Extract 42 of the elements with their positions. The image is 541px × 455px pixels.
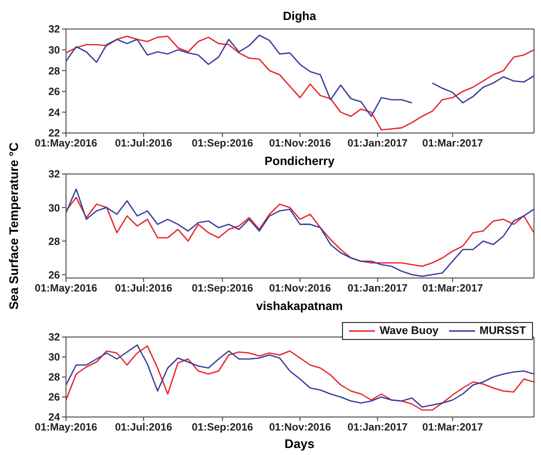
x-tick-label: 01:Jan:2017 — [348, 282, 408, 294]
y-tick-label: 32 — [48, 332, 60, 344]
y-tick-label: 30 — [48, 44, 60, 57]
y-tick-label: 28 — [48, 236, 60, 248]
y-tick-label: 26 — [48, 86, 60, 98]
x-tick-label: 01:Sep:2016 — [192, 137, 254, 150]
x-tick-label: 01:Jul:2016 — [114, 421, 172, 434]
chart-title: Pondicherry — [264, 154, 335, 168]
x-tick-label: 01:Nov:2016 — [269, 137, 332, 150]
x-tick-label: 01:May:2016 — [34, 137, 98, 150]
y-tick-label: 22 — [48, 128, 60, 140]
x-tick-label: 01:Nov:2016 — [269, 421, 332, 434]
x-tick-label: 01:Sep:2016 — [192, 282, 254, 294]
y-tick-label: 32 — [48, 168, 60, 181]
chart-title: Digha — [282, 8, 318, 24]
x-tick-label: 01:Mar:2017 — [422, 137, 484, 150]
y-tick-label: 30 — [48, 202, 60, 214]
x-tick-label: 01:Mar:2017 — [422, 421, 484, 434]
x-tick-label: 01:Jul:2016 — [114, 282, 172, 294]
y-tick-label: 24 — [48, 412, 60, 424]
y-axis-title: Sea Surface Temperature °C — [7, 142, 21, 310]
line-series — [66, 36, 534, 131]
legend-label: MURSST — [480, 325, 526, 337]
x-tick-label: 01:May:2016 — [34, 421, 98, 434]
y-tick-label: 30 — [48, 352, 60, 364]
y-tick-label: 28 — [48, 65, 60, 78]
x-tick-label: 01:Jan:2017 — [348, 137, 408, 150]
line-series — [66, 196, 534, 267]
legend-label: Wave Buoy — [380, 325, 439, 337]
chart-title: vishakapatnam — [256, 299, 343, 313]
y-tick-label: 28 — [48, 372, 60, 384]
y-tick-label: 26 — [48, 269, 60, 282]
x-tick-label: 01:Nov:2016 — [269, 282, 332, 294]
x-tick-label: 01:May:2016 — [34, 282, 98, 294]
x-tick-label: 01:Sep:2016 — [192, 421, 254, 434]
x-tick-label: 01:Jan:2017 — [348, 421, 408, 434]
x-tick-label: 01:Mar:2017 — [422, 282, 484, 294]
x-tick-label: 01:Jul:2016 — [114, 137, 172, 150]
y-tick-label: 32 — [48, 24, 60, 36]
y-tick-label: 24 — [48, 106, 60, 119]
y-tick-label: 26 — [48, 392, 60, 404]
x-axis-title: Days — [284, 437, 316, 453]
